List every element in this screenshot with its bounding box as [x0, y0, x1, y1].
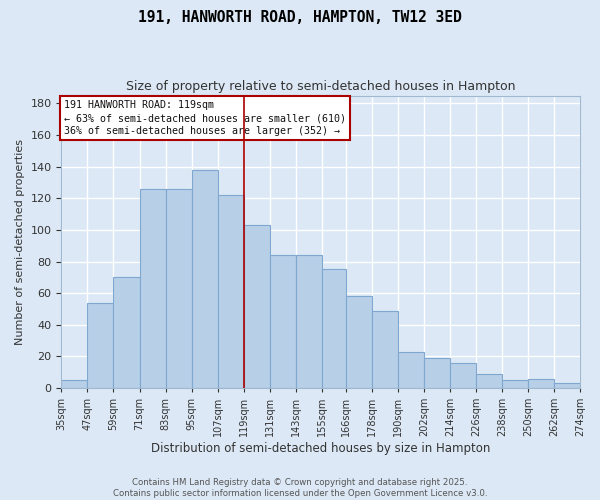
- Bar: [296, 255, 322, 388]
- Y-axis label: Number of semi-detached properties: Number of semi-detached properties: [15, 139, 25, 345]
- Bar: [346, 296, 371, 388]
- Bar: [554, 384, 580, 388]
- Bar: [528, 378, 554, 388]
- Bar: [424, 358, 450, 388]
- Title: Size of property relative to semi-detached houses in Hampton: Size of property relative to semi-detach…: [126, 80, 515, 93]
- Text: Contains HM Land Registry data © Crown copyright and database right 2025.
Contai: Contains HM Land Registry data © Crown c…: [113, 478, 487, 498]
- Bar: [166, 189, 191, 388]
- X-axis label: Distribution of semi-detached houses by size in Hampton: Distribution of semi-detached houses by …: [151, 442, 490, 455]
- Bar: [191, 170, 218, 388]
- Bar: [450, 362, 476, 388]
- Text: 191, HANWORTH ROAD, HAMPTON, TW12 3ED: 191, HANWORTH ROAD, HAMPTON, TW12 3ED: [138, 10, 462, 25]
- Bar: [113, 278, 140, 388]
- Text: 191 HANWORTH ROAD: 119sqm
← 63% of semi-detached houses are smaller (610)
36% of: 191 HANWORTH ROAD: 119sqm ← 63% of semi-…: [64, 100, 346, 136]
- Bar: [61, 380, 88, 388]
- Bar: [398, 352, 424, 388]
- Bar: [502, 380, 528, 388]
- Bar: [322, 270, 346, 388]
- Bar: [476, 374, 502, 388]
- Bar: [244, 225, 270, 388]
- Bar: [270, 255, 296, 388]
- Bar: [371, 310, 398, 388]
- Bar: [140, 189, 166, 388]
- Bar: [88, 302, 113, 388]
- Bar: [218, 195, 244, 388]
